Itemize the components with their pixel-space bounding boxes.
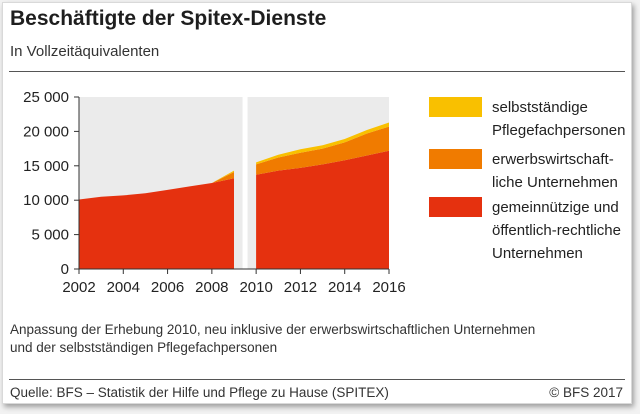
- x-tick-label: 2016: [372, 279, 405, 296]
- area-series-group: [79, 97, 389, 270]
- y-tick-label: 5 000: [31, 227, 69, 244]
- legend-label-2: erwerbswirtschaft-: [492, 151, 614, 168]
- copyright-text: © BFS 2017: [549, 385, 623, 400]
- y-tick-label: 20 000: [23, 123, 69, 140]
- legend-swatch-1: [429, 197, 482, 217]
- y-tick-label: 0: [61, 261, 69, 278]
- note-line-2: und der selbstständigen Pflegefachperson…: [10, 340, 278, 355]
- axes: 0 5 000 10 000 15 000 20 000 25 000 2002 2004 20…: [23, 89, 406, 296]
- chart-card: Beschäftigte der Spitex-Dienste In Vollz…: [2, 2, 632, 404]
- area-series-1-segment-1: [79, 178, 234, 269]
- legend-label-2: liche Unternehmen: [492, 174, 618, 191]
- source-text: Quelle: BFS – Statistik der Hilfe und Pf…: [10, 385, 389, 400]
- y-tick-label: 25 000: [23, 89, 69, 106]
- legend-label-3: selbstständige: [492, 99, 588, 116]
- legend-swatch-2: [429, 149, 482, 169]
- x-tick-label: 2010: [239, 279, 272, 296]
- x-tick-label: 2004: [107, 279, 140, 296]
- footer-divider: [9, 379, 625, 380]
- y-tick-label: 15 000: [23, 158, 69, 175]
- legend: selbstständige Pflegefachpersonen erwerbsw…: [429, 97, 625, 262]
- y-tick-label: 10 000: [23, 192, 69, 209]
- legend-swatch-3: [429, 97, 482, 117]
- methodology-note: Anpassung der Erhebung 2010, neu inklusi…: [10, 321, 535, 357]
- x-tick-label: 2014: [328, 279, 361, 296]
- legend-label-1: gemeinnützige und: [492, 199, 619, 216]
- note-line-1: Anpassung der Erhebung 2010, neu inklusi…: [10, 322, 536, 337]
- x-tick-label: 2012: [284, 279, 317, 296]
- x-tick-label: 2002: [62, 279, 95, 296]
- area-series-1-segment-2: [256, 150, 389, 269]
- legend-label-1: Unternehmen: [492, 245, 583, 262]
- survey-break-gap: [242, 97, 248, 270]
- x-tick-label: 2008: [195, 279, 228, 296]
- legend-label-3: Pflegefachpersonen: [492, 122, 625, 139]
- header-divider: [9, 71, 625, 72]
- x-tick-label: 2006: [151, 279, 184, 296]
- chart-subtitle: In Vollzeitäquivalenten: [10, 43, 160, 60]
- legend-label-1: öffentlich-rechtliche: [492, 222, 621, 239]
- area-series-2-segment-2: [256, 126, 389, 175]
- chart-title: Beschäftigte der Spitex-Dienste: [10, 7, 327, 30]
- area-series-3-segment-2: [256, 122, 389, 165]
- stacked-area-chart: 0 5 000 10 000 15 000 20 000 25 000 2002 2004 20…: [23, 89, 625, 296]
